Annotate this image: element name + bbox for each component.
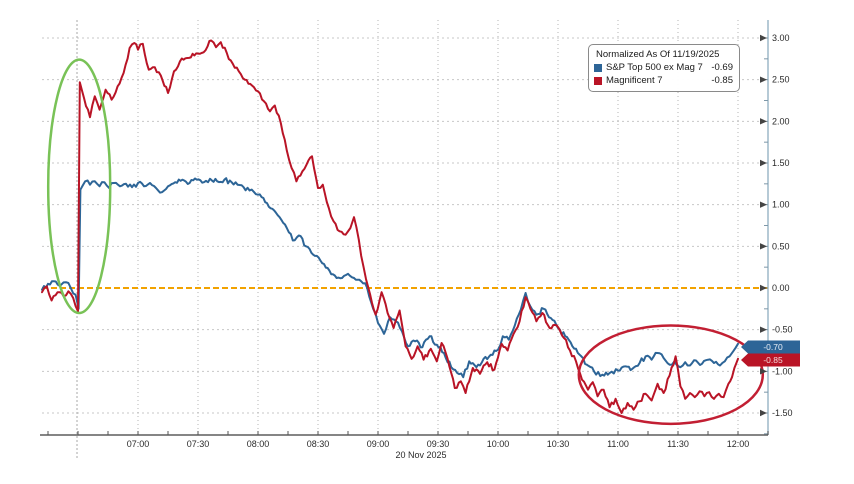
series-line-sp500-ex-mag7 xyxy=(41,177,739,379)
x-tick-label: 12:00 xyxy=(727,439,750,449)
x-tick-label: 10:00 xyxy=(487,439,510,449)
y-tick-label: 3.00 xyxy=(772,33,790,43)
y-tick-label: -0.50 xyxy=(772,325,793,335)
y-tick-label: 2.50 xyxy=(772,75,790,85)
series-line-magnificent7 xyxy=(41,39,739,414)
legend-entry-sp500-ex-mag7: S&P Top 500 ex Mag 7 -0.69 xyxy=(594,61,733,74)
x-tick-label: 11:00 xyxy=(607,439,629,449)
y-tick-label: -1.50 xyxy=(772,408,793,418)
y-tick-label: 2.00 xyxy=(772,116,790,126)
sp500-ex-mag7-swatch-icon xyxy=(594,63,602,72)
legend-title: Normalized As Of 11/19/2025 xyxy=(596,49,720,60)
x-tick-label: 08:30 xyxy=(307,439,330,449)
y-tick-label: 1.00 xyxy=(772,200,790,210)
x-tick-label: 07:00 xyxy=(127,439,150,449)
x-axis: 07:00 07:30 08:00 08:30 09:00 09:30 10:00 10:30… xyxy=(47,431,769,460)
y-tick-arrow-icon xyxy=(760,201,767,208)
legend-entry-magnificent7: Magnificent 7 -0.85 xyxy=(594,74,733,87)
legend-entry-label: S&P Top 500 ex Mag 7 xyxy=(606,62,703,73)
chart-legend: Normalized As Of 11/19/2025 S&P Top 500 … xyxy=(588,44,740,92)
y-tick-arrow-icon xyxy=(760,76,767,83)
x-tick-label: 09:00 xyxy=(367,439,390,449)
horizontal-gridlines xyxy=(42,37,768,414)
magnificent7-swatch-icon xyxy=(594,76,602,85)
legend-entry-label: Magnificent 7 xyxy=(606,75,663,86)
x-tick-label: 08:00 xyxy=(247,439,270,449)
y-tick-label: 0.00 xyxy=(772,283,790,293)
y-tick-arrow-icon xyxy=(760,118,767,125)
y-tick-arrow-icon xyxy=(760,243,767,250)
x-tick-label: 07:30 xyxy=(187,439,210,449)
x-tick-label: 11:30 xyxy=(667,439,689,449)
y-tick-arrow-icon xyxy=(760,159,767,167)
y-tick-arrow-icon xyxy=(760,284,767,292)
x-axis-date-label: 20 Nov 2025 xyxy=(395,450,446,460)
late-day-lows-highlight-ellipse xyxy=(577,324,765,426)
y-tick-label: -1.00 xyxy=(772,366,793,376)
y-tick-arrow-icon xyxy=(760,409,767,417)
y-tick-label: 1.50 xyxy=(772,158,790,168)
last-price-tag-magnificent7: -0.85 xyxy=(741,353,800,367)
y-tick-arrow-icon xyxy=(760,326,767,333)
legend-entry-value: -0.85 xyxy=(711,75,733,86)
opening-spike-highlight-ellipse xyxy=(46,58,112,315)
last-price-tag-sp500-ex-mag7: -0.70 xyxy=(741,340,800,354)
x-tick-label: 09:30 xyxy=(427,439,450,449)
legend-entry-value: -0.69 xyxy=(711,62,733,73)
y-tick-label: 0.50 xyxy=(772,241,790,251)
last-price-tag-value: -0.70 xyxy=(763,342,783,352)
last-price-tag-value: -0.85 xyxy=(763,355,783,365)
x-tick-label: 10:30 xyxy=(547,439,570,449)
y-tick-arrow-icon xyxy=(760,368,767,375)
y-tick-arrow-icon xyxy=(760,34,767,42)
y-axis: 3.00 2.50 2.00 1.50 1.00 0.50 0.00 -0.50 -1.00 -1… xyxy=(760,33,793,435)
